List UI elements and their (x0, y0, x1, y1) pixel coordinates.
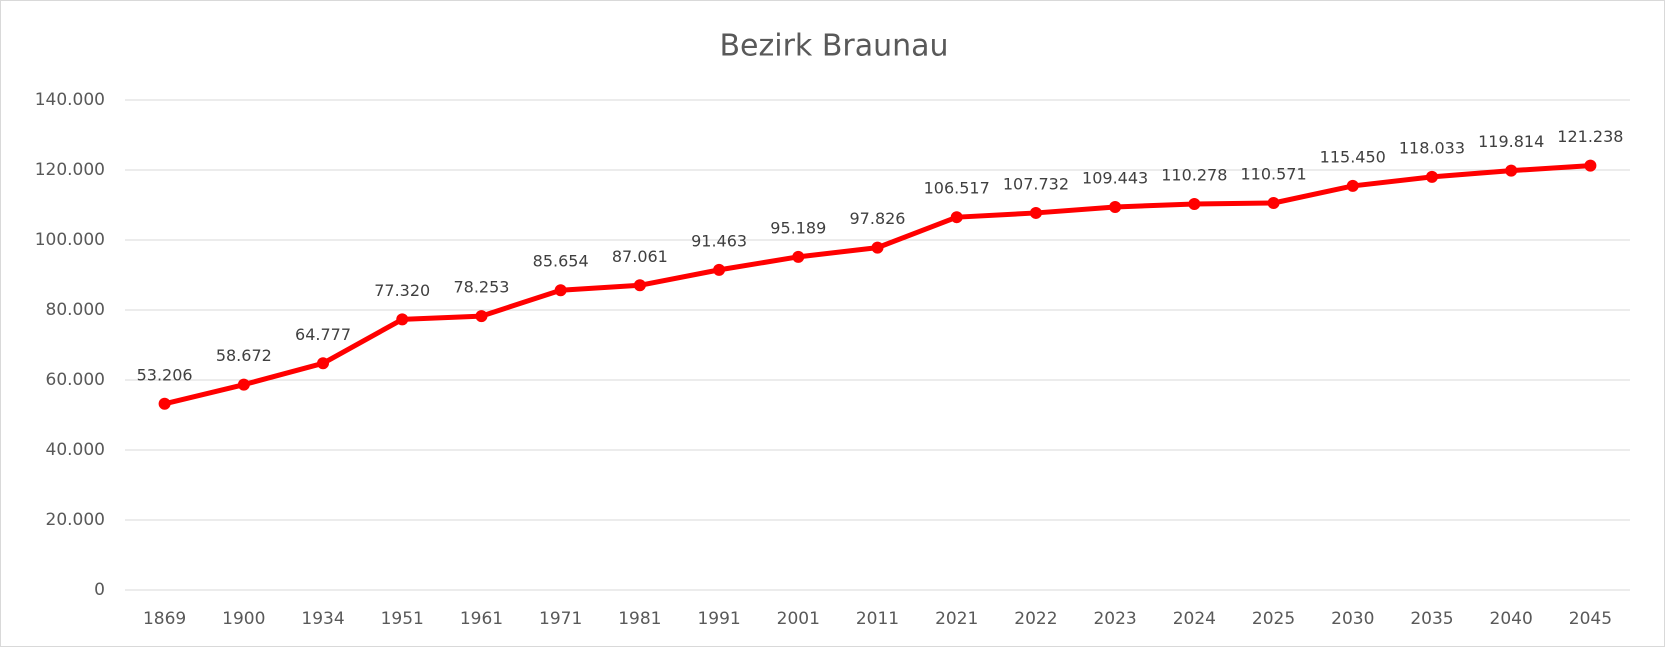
data-label: 118.033 (1399, 138, 1465, 157)
data-point (792, 250, 805, 263)
y-tick-label: 140.000 (35, 90, 105, 110)
y-tick-label: 60.000 (46, 370, 105, 390)
data-label: 106.517 (924, 179, 990, 198)
x-tick-label: 2025 (1252, 609, 1295, 629)
data-point (158, 397, 171, 410)
x-tick-label: 1991 (697, 609, 740, 629)
x-tick-label: 2024 (1173, 609, 1216, 629)
data-point (950, 211, 963, 224)
data-label: 87.061 (612, 247, 668, 266)
data-point (1267, 197, 1280, 210)
data-label: 95.189 (770, 218, 826, 237)
x-tick-label: 1951 (381, 609, 424, 629)
data-label: 78.253 (453, 278, 509, 297)
x-tick-label: 2011 (856, 609, 899, 629)
x-tick-label: 2040 (1490, 609, 1533, 629)
x-tick-label: 1934 (301, 609, 344, 629)
y-tick-label: 80.000 (46, 300, 105, 320)
data-label: 115.450 (1320, 147, 1386, 166)
data-label: 121.238 (1557, 127, 1623, 146)
data-point (554, 284, 567, 297)
data-label: 110.278 (1161, 166, 1227, 185)
chart-title: Bezirk Braunau (719, 29, 948, 64)
y-tick-label: 0 (94, 580, 105, 600)
x-tick-label: 1869 (143, 609, 186, 629)
y-tick-label: 40.000 (46, 440, 105, 460)
data-label: 91.463 (691, 231, 747, 250)
data-point (1109, 200, 1122, 213)
x-tick-label: 1900 (222, 609, 265, 629)
data-label: 64.777 (295, 325, 351, 344)
data-point (1188, 198, 1201, 211)
data-point (317, 357, 330, 370)
y-tick-label: 120.000 (35, 160, 105, 180)
data-label: 119.814 (1478, 132, 1544, 151)
y-tick-label: 100.000 (35, 230, 105, 250)
x-tick-label: 2021 (935, 609, 978, 629)
data-label: 109.443 (1082, 168, 1148, 187)
x-tick-label: 1981 (618, 609, 661, 629)
data-point (713, 263, 726, 276)
data-point (475, 310, 488, 323)
data-point (1425, 170, 1438, 183)
data-label: 107.732 (1003, 174, 1069, 193)
data-point (1584, 159, 1597, 172)
y-tick-label: 20.000 (46, 510, 105, 530)
data-point (871, 241, 884, 254)
data-label: 97.826 (850, 209, 906, 228)
x-tick-label: 2001 (777, 609, 820, 629)
data-point (1505, 164, 1518, 177)
x-tick-label: 2045 (1569, 609, 1612, 629)
data-label: 77.320 (374, 281, 430, 300)
x-tick-label: 2023 (1093, 609, 1136, 629)
data-point (633, 279, 646, 292)
data-label: 110.571 (1240, 165, 1306, 184)
x-tick-label: 2030 (1331, 609, 1374, 629)
data-label: 58.672 (216, 346, 272, 365)
x-tick-label: 2035 (1410, 609, 1453, 629)
data-point (396, 313, 409, 326)
x-tick-label: 2022 (1014, 609, 1057, 629)
data-label: 85.654 (533, 252, 589, 271)
x-tick-label: 1971 (539, 609, 582, 629)
x-tick-label: 1961 (460, 609, 503, 629)
data-point (1029, 206, 1042, 219)
data-point (237, 378, 250, 391)
data-label: 53.206 (137, 365, 193, 384)
data-point (1346, 179, 1359, 192)
